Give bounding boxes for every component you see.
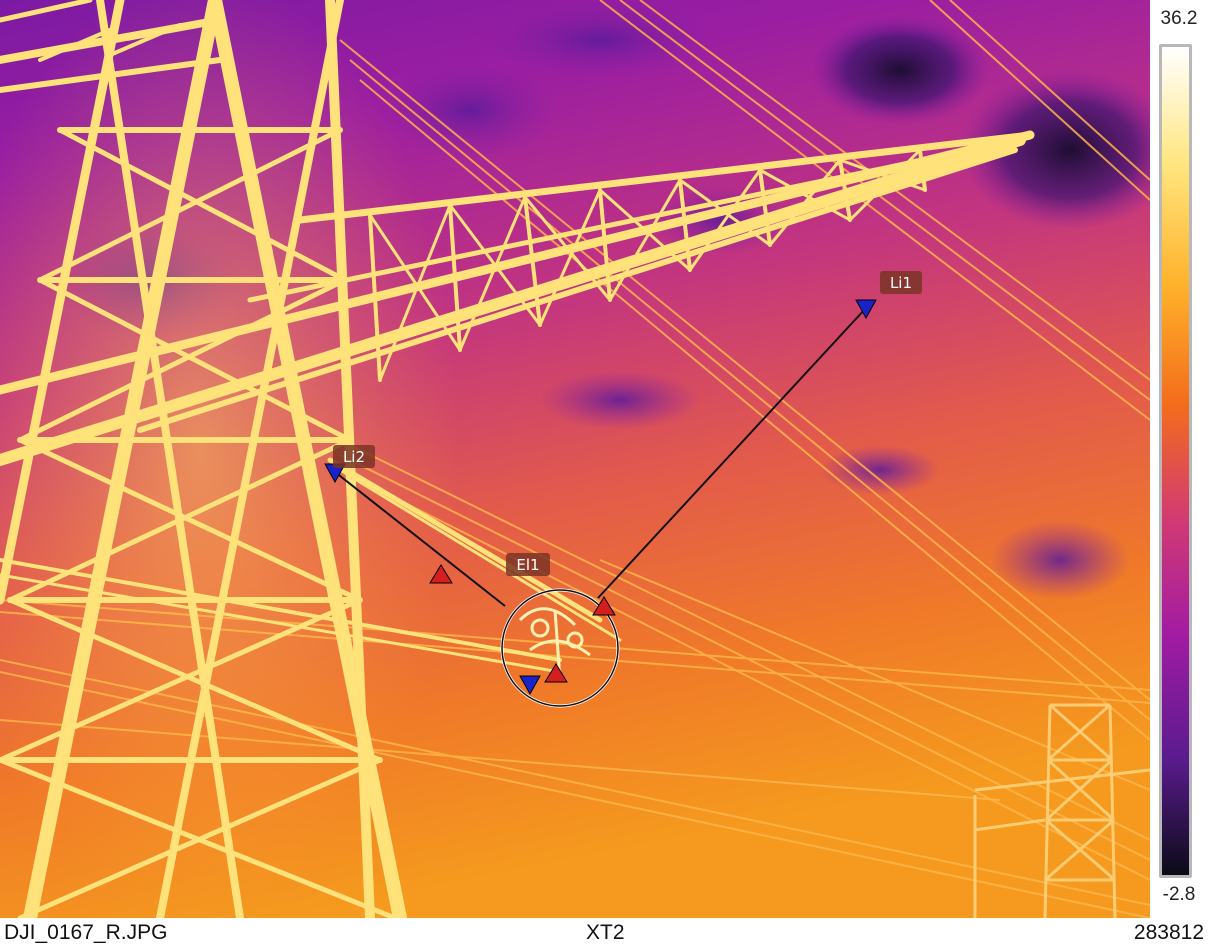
distant-tower — [973, 703, 1150, 918]
label-el1-text: El1 — [516, 556, 539, 574]
label-li2-text: Li2 — [343, 448, 365, 466]
max-temp-markers — [429, 564, 616, 683]
max-marker-el1 — [544, 663, 568, 683]
min-marker-li1 — [855, 299, 877, 320]
line-li2[interactable] — [334, 471, 506, 607]
color-scale-bar — [1159, 44, 1192, 878]
thermal-viewer: Li1 Li2 El1 36.2 -2.8 — [0, 0, 1212, 918]
image-id: 283812 — [1133, 921, 1204, 944]
max-marker-li1 — [592, 596, 616, 616]
label-li1-text: Li1 — [890, 274, 912, 292]
ellipse-el1[interactable] — [501, 589, 619, 707]
file-name: DJI_0167_R.JPG — [4, 921, 168, 944]
annotation-label-li1[interactable]: Li1 — [880, 271, 922, 294]
max-marker-li2 — [429, 564, 453, 584]
annotation-label-li2[interactable]: Li2 — [333, 445, 375, 468]
camera-model: XT2 — [586, 921, 625, 944]
min-marker-el1 — [519, 675, 541, 696]
thermal-image[interactable]: Li1 Li2 El1 — [0, 0, 1150, 918]
annotation-label-el1[interactable]: El1 — [506, 553, 550, 576]
scale-min-value: -2.8 — [1162, 884, 1196, 905]
line-li1[interactable] — [597, 307, 867, 599]
scale-max-value: 36.2 — [1160, 8, 1198, 29]
min-temp-markers — [324, 299, 877, 696]
main-tower — [0, 0, 1035, 918]
insulator-cluster — [518, 607, 591, 681]
temperature-scale: 36.2 -2.8 — [1150, 0, 1212, 918]
image-info-footer: DJI_0167_R.JPG XT2 283812 — [0, 918, 1212, 949]
